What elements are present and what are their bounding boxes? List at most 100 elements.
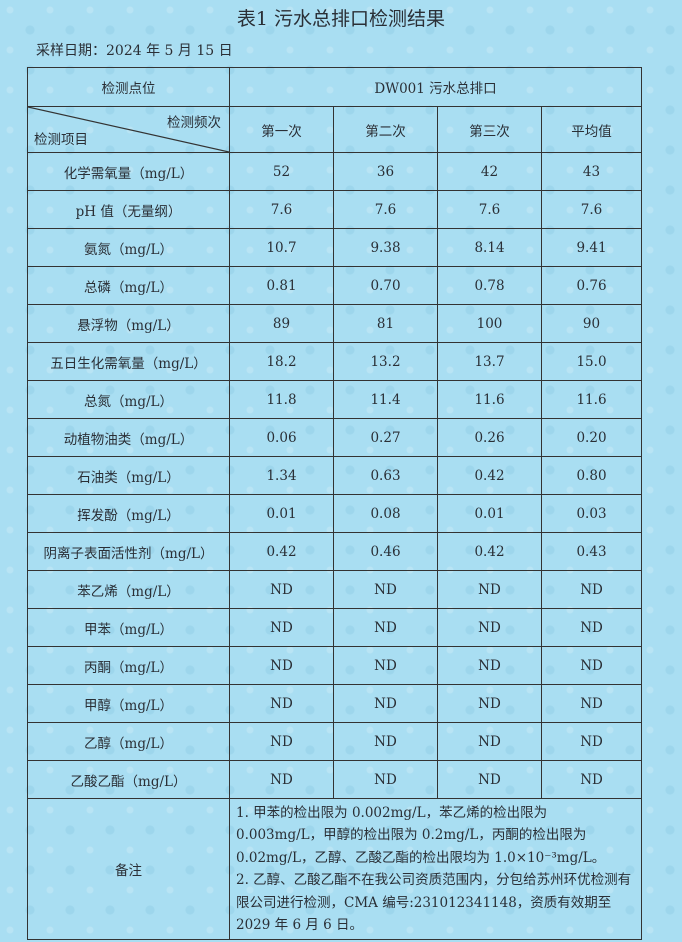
point-value: DW001 污水总排口 — [228, 67, 643, 107]
item-name: 石油类（mg/L） — [27, 456, 230, 495]
value-cell: 0.08 — [333, 494, 438, 533]
table-row: 总氮（mg/L） 11.8 11.4 11.6 11.6 — [27, 380, 643, 419]
value-cell: 7.6 — [229, 190, 334, 229]
value-cell: 0.26 — [437, 418, 542, 457]
notes-row: 备注 1. 甲苯的检出限为 0.002mg/L，苯乙烯的检出限为 0.003mg/… — [27, 798, 643, 940]
value-cell: ND — [333, 570, 438, 609]
item-name: 挥发酚（mg/L） — [27, 494, 230, 533]
item-label: 检测项目 — [34, 132, 88, 148]
table-row: 总磷（mg/L） 0.81 0.70 0.78 0.76 — [27, 266, 643, 305]
value-cell: ND — [333, 760, 438, 799]
value-cell: ND — [437, 760, 542, 799]
results-table: 检测点位 DW001 污水总排口 检测频次 检测项目 第一次 第二次 第三次 平… — [27, 67, 643, 940]
value-cell: ND — [437, 646, 542, 685]
value-cell: 9.41 — [540, 228, 643, 267]
value-cell: 13.2 — [333, 342, 438, 381]
value-cell: 0.43 — [540, 532, 643, 571]
value-cell: ND — [540, 760, 643, 799]
notes-content: 1. 甲苯的检出限为 0.002mg/L，苯乙烯的检出限为 0.003mg/L，… — [228, 798, 643, 940]
value-cell: ND — [229, 684, 334, 723]
value-cell: 0.76 — [540, 266, 643, 305]
table-row: 甲醇（mg/L） ND ND ND ND — [27, 684, 643, 723]
value-cell: 18.2 — [229, 342, 334, 381]
value-cell: ND — [333, 646, 438, 685]
value-cell: ND — [540, 646, 643, 685]
sample-date: 采样日期：2024 年 5 月 15 日 — [36, 43, 233, 59]
item-name: 丙酮（mg/L） — [27, 646, 230, 685]
value-cell: 100 — [437, 304, 542, 343]
table-row: 动植物油类（mg/L） 0.06 0.27 0.26 0.20 — [27, 418, 643, 457]
table-row: 化学需氧量（mg/L） 52 36 42 43 — [27, 152, 643, 191]
value-cell: 0.20 — [540, 418, 643, 457]
header-row-point: 检测点位 DW001 污水总排口 — [27, 67, 643, 107]
value-cell: ND — [333, 684, 438, 723]
value-cell: 10.7 — [229, 228, 334, 267]
table-row: 苯乙烯（mg/L） ND ND ND ND — [27, 570, 643, 609]
table-row: 悬浮物（mg/L） 89 81 100 90 — [27, 304, 643, 343]
value-cell: 11.6 — [437, 380, 542, 419]
item-name: 甲苯（mg/L） — [27, 608, 230, 647]
column-header: 第三次 — [437, 106, 542, 153]
value-cell: ND — [437, 722, 542, 761]
value-cell: ND — [540, 608, 643, 647]
item-name: 氨氮（mg/L） — [27, 228, 230, 267]
column-header: 第一次 — [229, 106, 334, 153]
table-row: 石油类（mg/L） 1.34 0.63 0.42 0.80 — [27, 456, 643, 495]
value-cell: 89 — [229, 304, 334, 343]
value-cell: 7.6 — [540, 190, 643, 229]
value-cell: 0.46 — [333, 532, 438, 571]
value-cell: 0.70 — [333, 266, 438, 305]
value-cell: 42 — [437, 152, 542, 191]
column-header: 平均值 — [540, 106, 643, 153]
item-name: 阴离子表面活性剂（mg/L） — [27, 532, 230, 571]
item-name: 化学需氧量（mg/L） — [27, 152, 230, 191]
freq-label: 检测频次 — [167, 115, 221, 131]
value-cell: 0.03 — [540, 494, 643, 533]
value-cell: 0.01 — [437, 494, 542, 533]
item-name: 总氮（mg/L） — [27, 380, 230, 419]
value-cell: 0.63 — [333, 456, 438, 495]
value-cell: 0.42 — [229, 532, 334, 571]
table-row: 乙酸乙酯（mg/L） ND ND ND ND — [27, 760, 643, 799]
value-cell: 9.38 — [333, 228, 438, 267]
value-cell: 0.42 — [437, 456, 542, 495]
note-1: 1. 甲苯的检出限为 0.002mg/L，苯乙烯的检出限为 0.003mg/L，… — [236, 804, 606, 866]
value-cell: 0.27 — [333, 418, 438, 457]
table-row: pH 值（无量纲） 7.6 7.6 7.6 7.6 — [27, 190, 643, 229]
value-cell: ND — [540, 722, 643, 761]
value-cell: ND — [437, 608, 542, 647]
table-row: 丙酮（mg/L） ND ND ND ND — [27, 646, 643, 685]
value-cell: ND — [229, 570, 334, 609]
table-row: 五日生化需氧量（mg/L） 18.2 13.2 13.7 15.0 — [27, 342, 643, 381]
item-name: 乙醇（mg/L） — [27, 722, 230, 761]
value-cell: 81 — [333, 304, 438, 343]
table-row: 乙醇（mg/L） ND ND ND ND — [27, 722, 643, 761]
item-name: 五日生化需氧量（mg/L） — [27, 342, 230, 381]
value-cell: 8.14 — [437, 228, 542, 267]
diagonal-line — [28, 107, 229, 152]
table-row: 甲苯（mg/L） ND ND ND ND — [27, 608, 643, 647]
item-name: 苯乙烯（mg/L） — [27, 570, 230, 609]
item-name: 总磷（mg/L） — [27, 266, 230, 305]
item-name: 动植物油类（mg/L） — [27, 418, 230, 457]
item-name: 悬浮物（mg/L） — [27, 304, 230, 343]
item-name: 乙酸乙酯（mg/L） — [27, 760, 230, 799]
item-name: pH 值（无量纲） — [27, 190, 230, 229]
value-cell: 11.8 — [229, 380, 334, 419]
value-cell: 90 — [540, 304, 643, 343]
value-cell: 52 — [229, 152, 334, 191]
value-cell: 7.6 — [437, 190, 542, 229]
value-cell: ND — [229, 722, 334, 761]
page-title: 表1 污水总排口检测结果 — [236, 8, 446, 30]
value-cell: 36 — [333, 152, 438, 191]
value-cell: ND — [540, 570, 643, 609]
notes-label: 备注 — [27, 798, 230, 940]
value-cell: 11.6 — [540, 380, 643, 419]
value-cell: ND — [229, 646, 334, 685]
value-cell: 13.7 — [437, 342, 542, 381]
diagonal-header-cell: 检测频次 检测项目 — [27, 106, 230, 153]
value-cell: ND — [437, 570, 542, 609]
value-cell: 43 — [540, 152, 643, 191]
value-cell: 0.01 — [229, 494, 334, 533]
column-header: 第二次 — [333, 106, 438, 153]
